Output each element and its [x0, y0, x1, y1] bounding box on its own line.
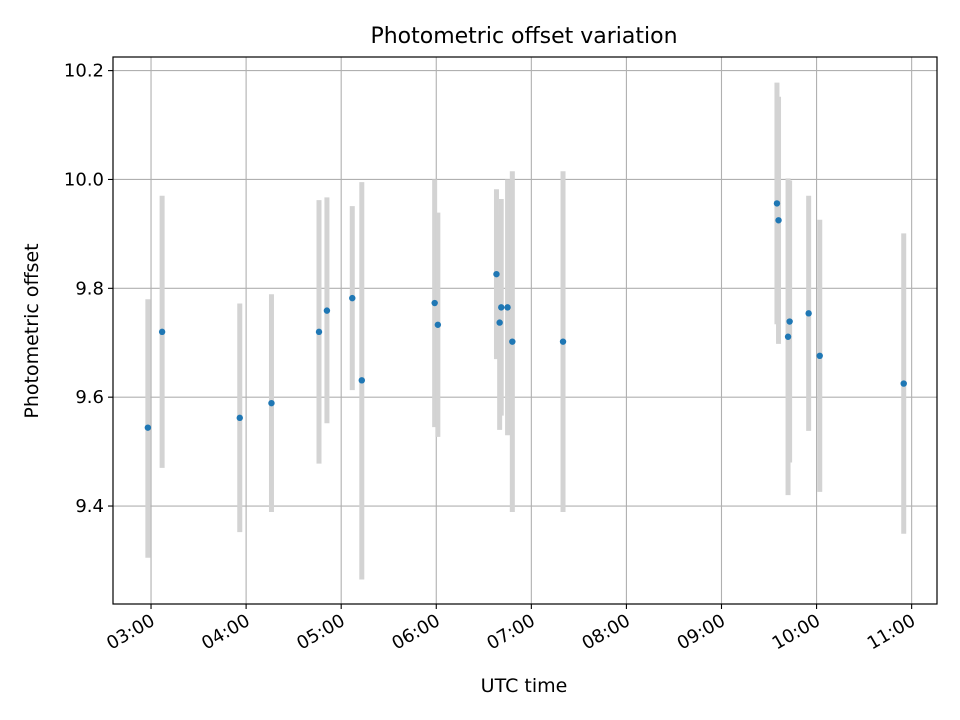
data-point: [805, 310, 812, 317]
data-point: [509, 338, 516, 345]
data-point: [784, 333, 792, 340]
data-points: [144, 200, 907, 431]
data-point: [268, 399, 275, 407]
data-point: [816, 352, 823, 360]
x-axis-label: UTC time: [481, 675, 568, 697]
data-point: [236, 414, 243, 422]
data-point: [349, 294, 356, 302]
data-point: [493, 270, 500, 278]
data-point: [498, 304, 505, 311]
data-point: [158, 328, 166, 336]
data-point: [786, 318, 793, 325]
y-tick-label: 9.6: [75, 387, 104, 408]
data-point: [496, 319, 503, 326]
plot-area-frame: [112, 56, 938, 605]
y-axis-label: Photometric offset: [21, 243, 43, 418]
y-tick-label: 9.8: [75, 278, 104, 299]
data-point: [434, 321, 442, 328]
y-tick-label: 9.4: [75, 496, 104, 517]
data-point: [431, 299, 438, 307]
data-point: [775, 217, 782, 224]
data-point: [559, 338, 567, 345]
y-tick-label: 10.0: [64, 169, 104, 190]
data-point: [315, 328, 323, 336]
data-point: [773, 200, 781, 207]
data-point: [358, 377, 365, 384]
y-axis-ticks: 9.4 9.6 9.8 10.0 10.2: [64, 61, 113, 517]
data-point: [144, 424, 152, 431]
y-tick-label: 10.2: [64, 61, 104, 82]
data-point: [504, 304, 511, 311]
chart-title: Photometric offset variation: [370, 24, 677, 49]
data-point: [323, 307, 331, 314]
data-point: [900, 380, 907, 387]
grid-lines: [113, 57, 937, 604]
